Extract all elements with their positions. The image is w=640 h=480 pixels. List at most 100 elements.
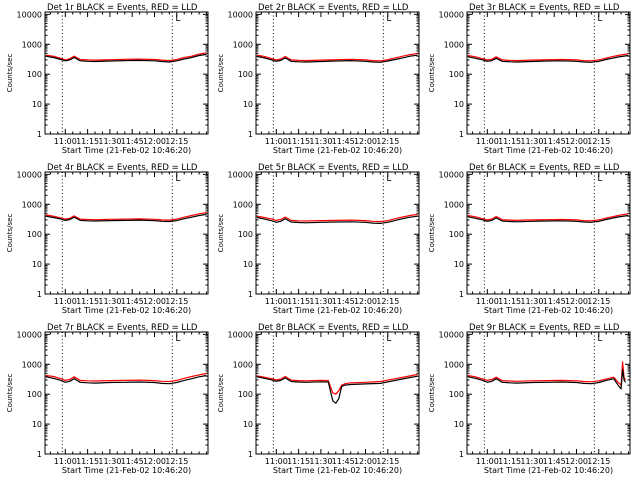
y-tick-label: 100 [238, 390, 253, 399]
y-tick-label: 10000 [17, 10, 42, 19]
y-tick-label: 10 [454, 420, 464, 429]
y-tick-label: 10000 [228, 330, 253, 339]
x-axis-label: Start Time (21-Feb-02 10:46:20) [484, 306, 613, 315]
x-tick-label: 11:45 [543, 457, 566, 466]
panel-title: Det 2r BLACK = Events, RED = LLD [258, 3, 409, 13]
series-events-line [256, 215, 418, 224]
plot-frame [255, 171, 420, 295]
x-tick-label: 11:15 [76, 297, 99, 306]
y-tick-label: 10 [454, 100, 464, 109]
x-tick-label: 12:00 [354, 137, 377, 146]
y-axis-label: Counts/sec [428, 374, 436, 413]
y-tick-label: 10 [454, 260, 464, 269]
y-tick-label: 1 [459, 290, 464, 299]
panel-det-3r: Det 3r BLACK = Events, RED = LLD 1 10 100 1… [428, 3, 631, 155]
x-tick-label: 11:15 [498, 297, 521, 306]
series-events-line [45, 53, 207, 63]
y-tick-label: 10000 [439, 10, 464, 19]
x-axis-label: Start Time (21-Feb-02 10:46:20) [62, 466, 191, 475]
x-tick-label: 12:00 [565, 297, 588, 306]
x-tick-label: 11:45 [543, 297, 566, 306]
series-lld-line [467, 53, 629, 62]
x-tick-label: 11:45 [121, 297, 144, 306]
x-tick-label: 11:30 [309, 137, 332, 146]
plot-frame [466, 171, 631, 295]
x-tick-label: 11:30 [309, 457, 332, 466]
y-axis-label: Counts/sec [6, 374, 14, 413]
x-tick-label: 11:00 [265, 137, 288, 146]
panel-title: Det 9r BLACK = Events, RED = LLD [469, 323, 620, 333]
plot-frame [255, 331, 420, 455]
corner-marker: L [597, 174, 602, 184]
x-tick-label: 11:15 [287, 457, 310, 466]
series-events-line [45, 374, 207, 385]
series-events-line [467, 214, 629, 223]
series-events-line [45, 213, 207, 223]
x-tick-label: 12:15 [165, 457, 188, 466]
panel-title: Det 3r BLACK = Events, RED = LLD [469, 3, 620, 13]
y-axis-label: Counts/sec [428, 214, 436, 253]
panel-title: Det 4r BLACK = Events, RED = LLD [47, 163, 198, 173]
x-tick-label: 12:00 [143, 297, 166, 306]
x-tick-label: 12:15 [165, 137, 188, 146]
corner-marker: L [175, 334, 180, 344]
x-tick-label: 11:45 [332, 297, 355, 306]
y-tick-label: 1 [459, 130, 464, 139]
y-tick-label: 1000 [444, 200, 464, 209]
y-tick-label: 1000 [233, 200, 253, 209]
x-tick-label: 11:30 [520, 297, 543, 306]
y-tick-label: 1000 [444, 40, 464, 49]
panel-det-9r: Det 9r BLACK = Events, RED = LLD 1 10 100 1… [428, 323, 631, 475]
y-tick-label: 1000 [22, 40, 42, 49]
x-tick-label: 11:15 [76, 137, 99, 146]
series-lld-line [256, 52, 418, 62]
y-tick-label: 1 [248, 130, 253, 139]
x-tick-label: 12:00 [565, 137, 588, 146]
x-tick-label: 11:15 [287, 137, 310, 146]
plot-frame [255, 11, 420, 135]
x-tick-label: 12:15 [587, 137, 610, 146]
corner-marker: L [597, 14, 602, 24]
x-tick-label: 11:30 [98, 137, 121, 146]
y-tick-label: 1000 [22, 200, 42, 209]
series-lld-line [45, 372, 207, 383]
y-tick-label: 1000 [233, 360, 253, 369]
y-tick-label: 100 [27, 390, 42, 399]
series-events-line [467, 369, 627, 390]
corner-marker: L [597, 334, 602, 344]
panel-det-6r: Det 6r BLACK = Events, RED = LLD 1 10 100 1… [428, 163, 631, 315]
x-tick-label: 12:15 [587, 457, 610, 466]
y-axis-label: Counts/sec [428, 54, 436, 93]
panel-title: Det 8r BLACK = Events, RED = LLD [258, 323, 409, 333]
corner-marker: L [175, 174, 180, 184]
y-tick-label: 10000 [228, 170, 253, 179]
x-tick-label: 11:30 [309, 297, 332, 306]
series-lld-line [45, 211, 207, 221]
x-tick-label: 11:30 [520, 457, 543, 466]
y-tick-label: 10 [243, 260, 253, 269]
y-tick-label: 1 [37, 450, 42, 459]
y-tick-label: 1000 [233, 40, 253, 49]
y-tick-label: 100 [238, 70, 253, 79]
x-tick-label: 11:45 [543, 137, 566, 146]
y-tick-label: 10 [32, 420, 42, 429]
y-axis-label: Counts/sec [6, 214, 14, 253]
y-tick-label: 10000 [17, 170, 42, 179]
y-axis-label: Counts/sec [217, 54, 225, 93]
plot-frame [466, 331, 631, 455]
x-axis-label: Start Time (21-Feb-02 10:46:20) [484, 146, 613, 155]
x-tick-label: 11:00 [54, 137, 77, 146]
x-tick-label: 12:15 [587, 297, 610, 306]
series-lld-line [467, 213, 629, 222]
y-tick-label: 1 [248, 290, 253, 299]
corner-marker: L [386, 174, 391, 184]
y-tick-label: 10 [243, 420, 253, 429]
y-tick-label: 10000 [17, 330, 42, 339]
y-tick-label: 100 [449, 70, 464, 79]
x-axis-label: Start Time (21-Feb-02 10:46:20) [273, 146, 402, 155]
x-tick-label: 12:00 [565, 457, 588, 466]
y-tick-label: 1000 [22, 360, 42, 369]
panel-title: Det 7r BLACK = Events, RED = LLD [47, 323, 198, 333]
panel-det-5r: Det 5r BLACK = Events, RED = LLD 1 10 100 1… [217, 163, 420, 315]
